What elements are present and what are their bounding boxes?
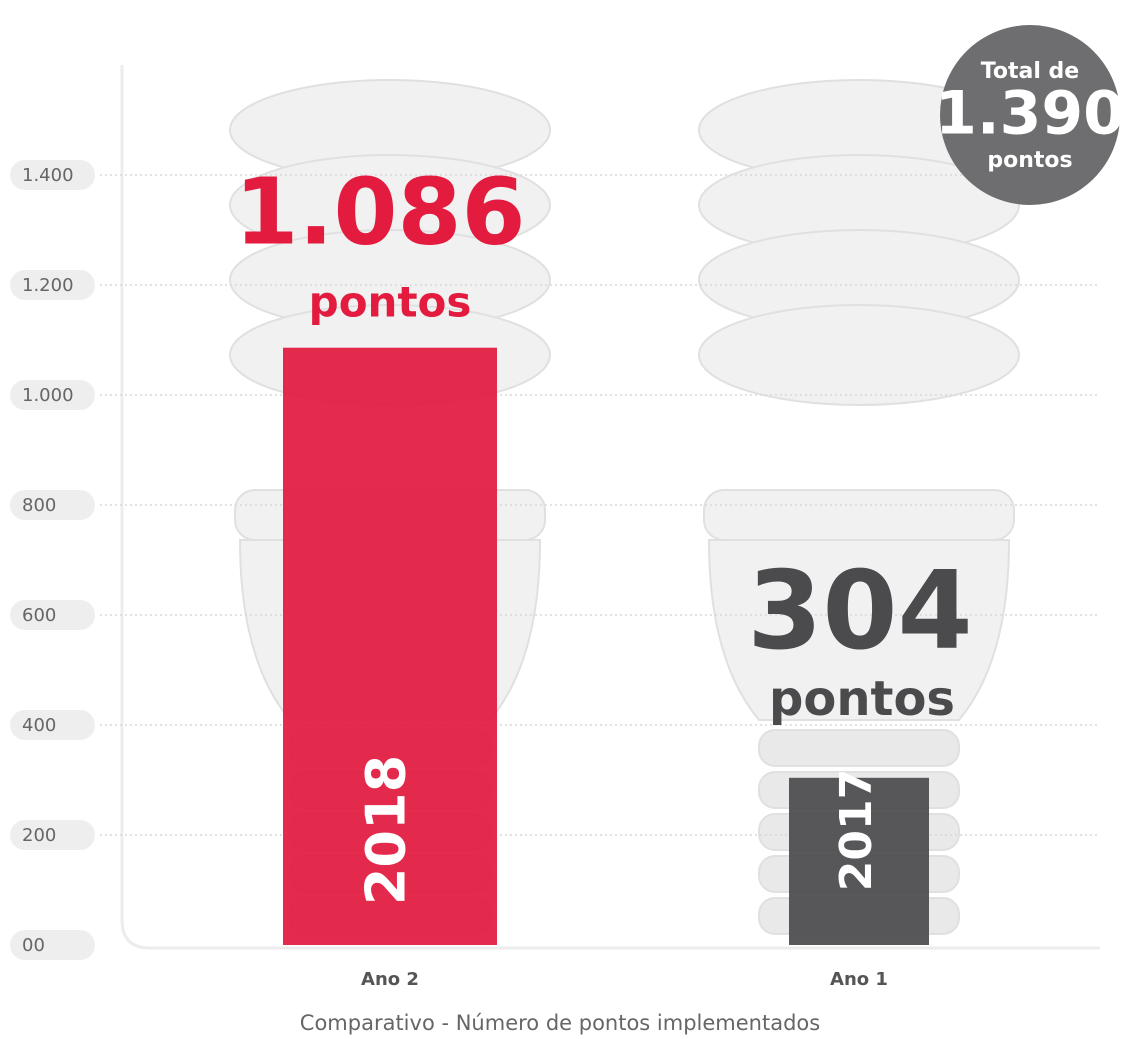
y-tick-label: 1.200	[22, 275, 74, 296]
y-tick-label: 600	[22, 605, 56, 626]
value-unit: pontos	[309, 278, 472, 327]
bar-year-label: 2017	[831, 769, 882, 891]
x-tick-label: Ano 1	[830, 969, 888, 990]
y-tick-label: 1.400	[22, 165, 74, 186]
bulb-base	[704, 490, 1014, 540]
y-tick-label: 200	[22, 825, 56, 846]
y-tick-label: 400	[22, 715, 56, 736]
total-suffix: pontos	[987, 148, 1072, 173]
value-label: 1.086	[234, 158, 525, 265]
value-unit: pontos	[769, 671, 955, 727]
value-label: 304	[747, 549, 972, 674]
total-value: 1.390	[935, 79, 1121, 149]
chart: 00 200 400 600 800 1.000 1.200 1.400 1.086 ponto…	[0, 0, 1121, 1039]
y-tick-label: 00	[22, 935, 45, 956]
bulb-coil	[699, 305, 1019, 405]
x-tick-label: Ano 2	[361, 969, 419, 990]
bulb-screw	[759, 730, 959, 766]
chart-title: Comparativo - Número de pontos implement…	[300, 1011, 820, 1035]
bar-year-label: 2018	[355, 755, 418, 905]
y-tick-label: 1.000	[22, 385, 74, 406]
y-tick-label: 800	[22, 495, 56, 516]
